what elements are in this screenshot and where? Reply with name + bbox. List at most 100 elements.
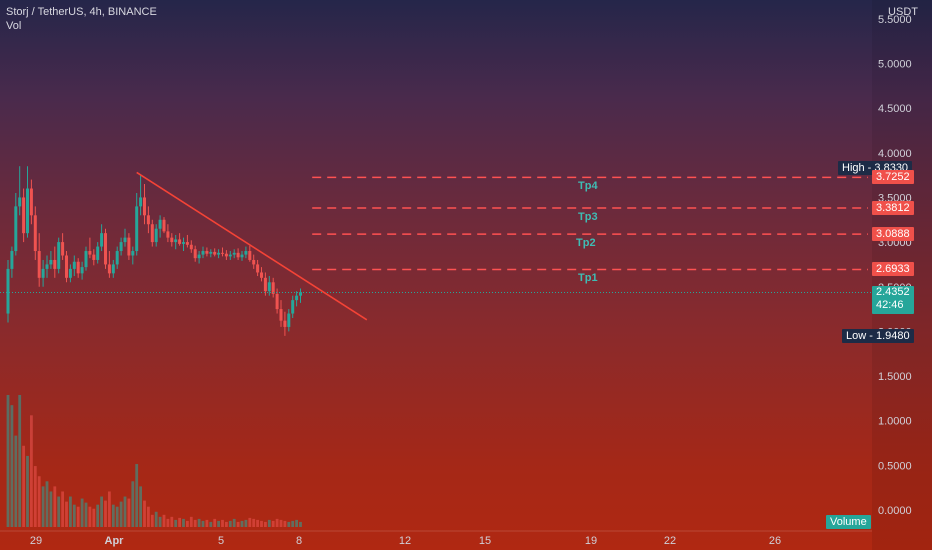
tp3-price-tag: 3.3812 <box>872 201 914 216</box>
candle-body <box>299 292 302 296</box>
volume-bar <box>131 481 135 527</box>
volume-bar <box>186 520 189 527</box>
candle-body <box>119 242 123 252</box>
candle-body <box>41 268 45 278</box>
volume-bar <box>260 520 263 527</box>
time-tick-label: Apr <box>105 535 125 547</box>
last-price: 2.4352 <box>876 285 910 298</box>
volume-bar <box>267 519 271 527</box>
volume-bar <box>221 519 224 527</box>
candle-body <box>248 251 252 260</box>
candle-body <box>193 249 197 259</box>
candle-body <box>139 197 143 207</box>
candle-body <box>209 251 213 254</box>
candle-body <box>240 254 244 258</box>
volume-bar <box>209 521 213 527</box>
candle-body <box>217 252 221 255</box>
candle-body <box>96 246 100 260</box>
candle-body <box>197 254 201 259</box>
candle-body <box>221 252 224 254</box>
candle-body <box>61 242 65 256</box>
candle-body <box>244 251 248 255</box>
candle-body <box>213 251 217 255</box>
volume-bar <box>201 520 205 527</box>
volume-bar <box>236 521 240 527</box>
candle-body <box>252 259 256 265</box>
candle-body <box>135 206 139 252</box>
volume-bar <box>248 517 252 527</box>
volume-bar <box>108 491 111 527</box>
volume-bar <box>256 519 259 527</box>
volume-bar <box>22 445 25 527</box>
candle-body <box>236 252 240 258</box>
price-tick-label: 1.0000 <box>878 416 912 428</box>
candle-body <box>224 253 228 257</box>
time-tick-label: 8 <box>296 535 302 547</box>
candle-body <box>115 251 119 265</box>
volume-bar <box>33 466 37 527</box>
price-tick-label: 0.5000 <box>878 460 912 472</box>
volume-bar <box>232 518 236 527</box>
volume-bar <box>41 486 45 527</box>
tp1-price-tag: 2.6933 <box>872 262 914 277</box>
volume-bar <box>252 518 256 527</box>
volume-indicator-label[interactable]: Vol <box>6 20 22 32</box>
volume-bar <box>217 520 220 527</box>
high-label: High <box>842 161 865 174</box>
candle-body <box>228 254 232 257</box>
tp1-label: Tp1 <box>578 272 598 285</box>
candle-body <box>57 242 61 269</box>
volume-bar <box>30 415 33 527</box>
volume-bar <box>275 518 279 527</box>
volume-bar <box>244 519 248 527</box>
candle-body <box>166 231 170 238</box>
candle-body <box>6 268 10 314</box>
candle-body <box>127 237 131 256</box>
candle-body <box>29 188 33 216</box>
candle-body <box>271 282 275 294</box>
candle-body <box>275 293 279 310</box>
tp3-label: Tp3 <box>578 211 598 224</box>
time-tick-label: 5 <box>218 535 224 547</box>
candle-body <box>189 244 193 250</box>
volume-bar <box>104 500 107 527</box>
volume-bar <box>150 514 154 527</box>
candle-body <box>53 259 57 269</box>
volume-bar <box>225 521 228 527</box>
last-price-tag: 2.4352 42:46 <box>872 285 914 314</box>
volume-legend-tag[interactable]: Volume <box>826 515 871 529</box>
volume-bar <box>174 519 178 527</box>
tp2-price-tag: 3.0888 <box>872 227 914 242</box>
tp4-label: Tp4 <box>578 180 598 193</box>
price-tick-label: 0.0000 <box>878 505 912 517</box>
volume-bar <box>115 506 119 527</box>
volume-bar <box>213 518 217 527</box>
candle-body <box>182 242 185 244</box>
volume-bar <box>18 395 22 527</box>
candle-body <box>65 255 68 278</box>
volume-bar <box>295 519 298 527</box>
candle-body <box>158 219 162 229</box>
volume-bar <box>139 486 142 527</box>
volume-bar <box>72 504 76 527</box>
candle-body <box>72 261 76 269</box>
volume-bar <box>264 521 267 527</box>
candle-body <box>107 264 111 274</box>
volume-bar <box>14 435 18 527</box>
volume-bar <box>271 520 275 527</box>
volume-bar <box>45 481 49 527</box>
candle-body <box>205 251 209 254</box>
volume-bar <box>88 506 92 527</box>
symbol-title: Storj / TetherUS, 4h, BINANCE <box>6 6 157 18</box>
volume-bar <box>189 516 193 527</box>
volume-bar <box>127 498 131 527</box>
volume-bar <box>65 501 68 527</box>
price-tick-label: 5.5000 <box>878 14 912 26</box>
currency-label: USDT <box>888 6 918 18</box>
candle-body <box>283 320 287 327</box>
candle-body <box>80 267 84 274</box>
candle-body <box>146 215 150 225</box>
candle-body <box>267 282 271 292</box>
volume-bar <box>283 520 287 527</box>
